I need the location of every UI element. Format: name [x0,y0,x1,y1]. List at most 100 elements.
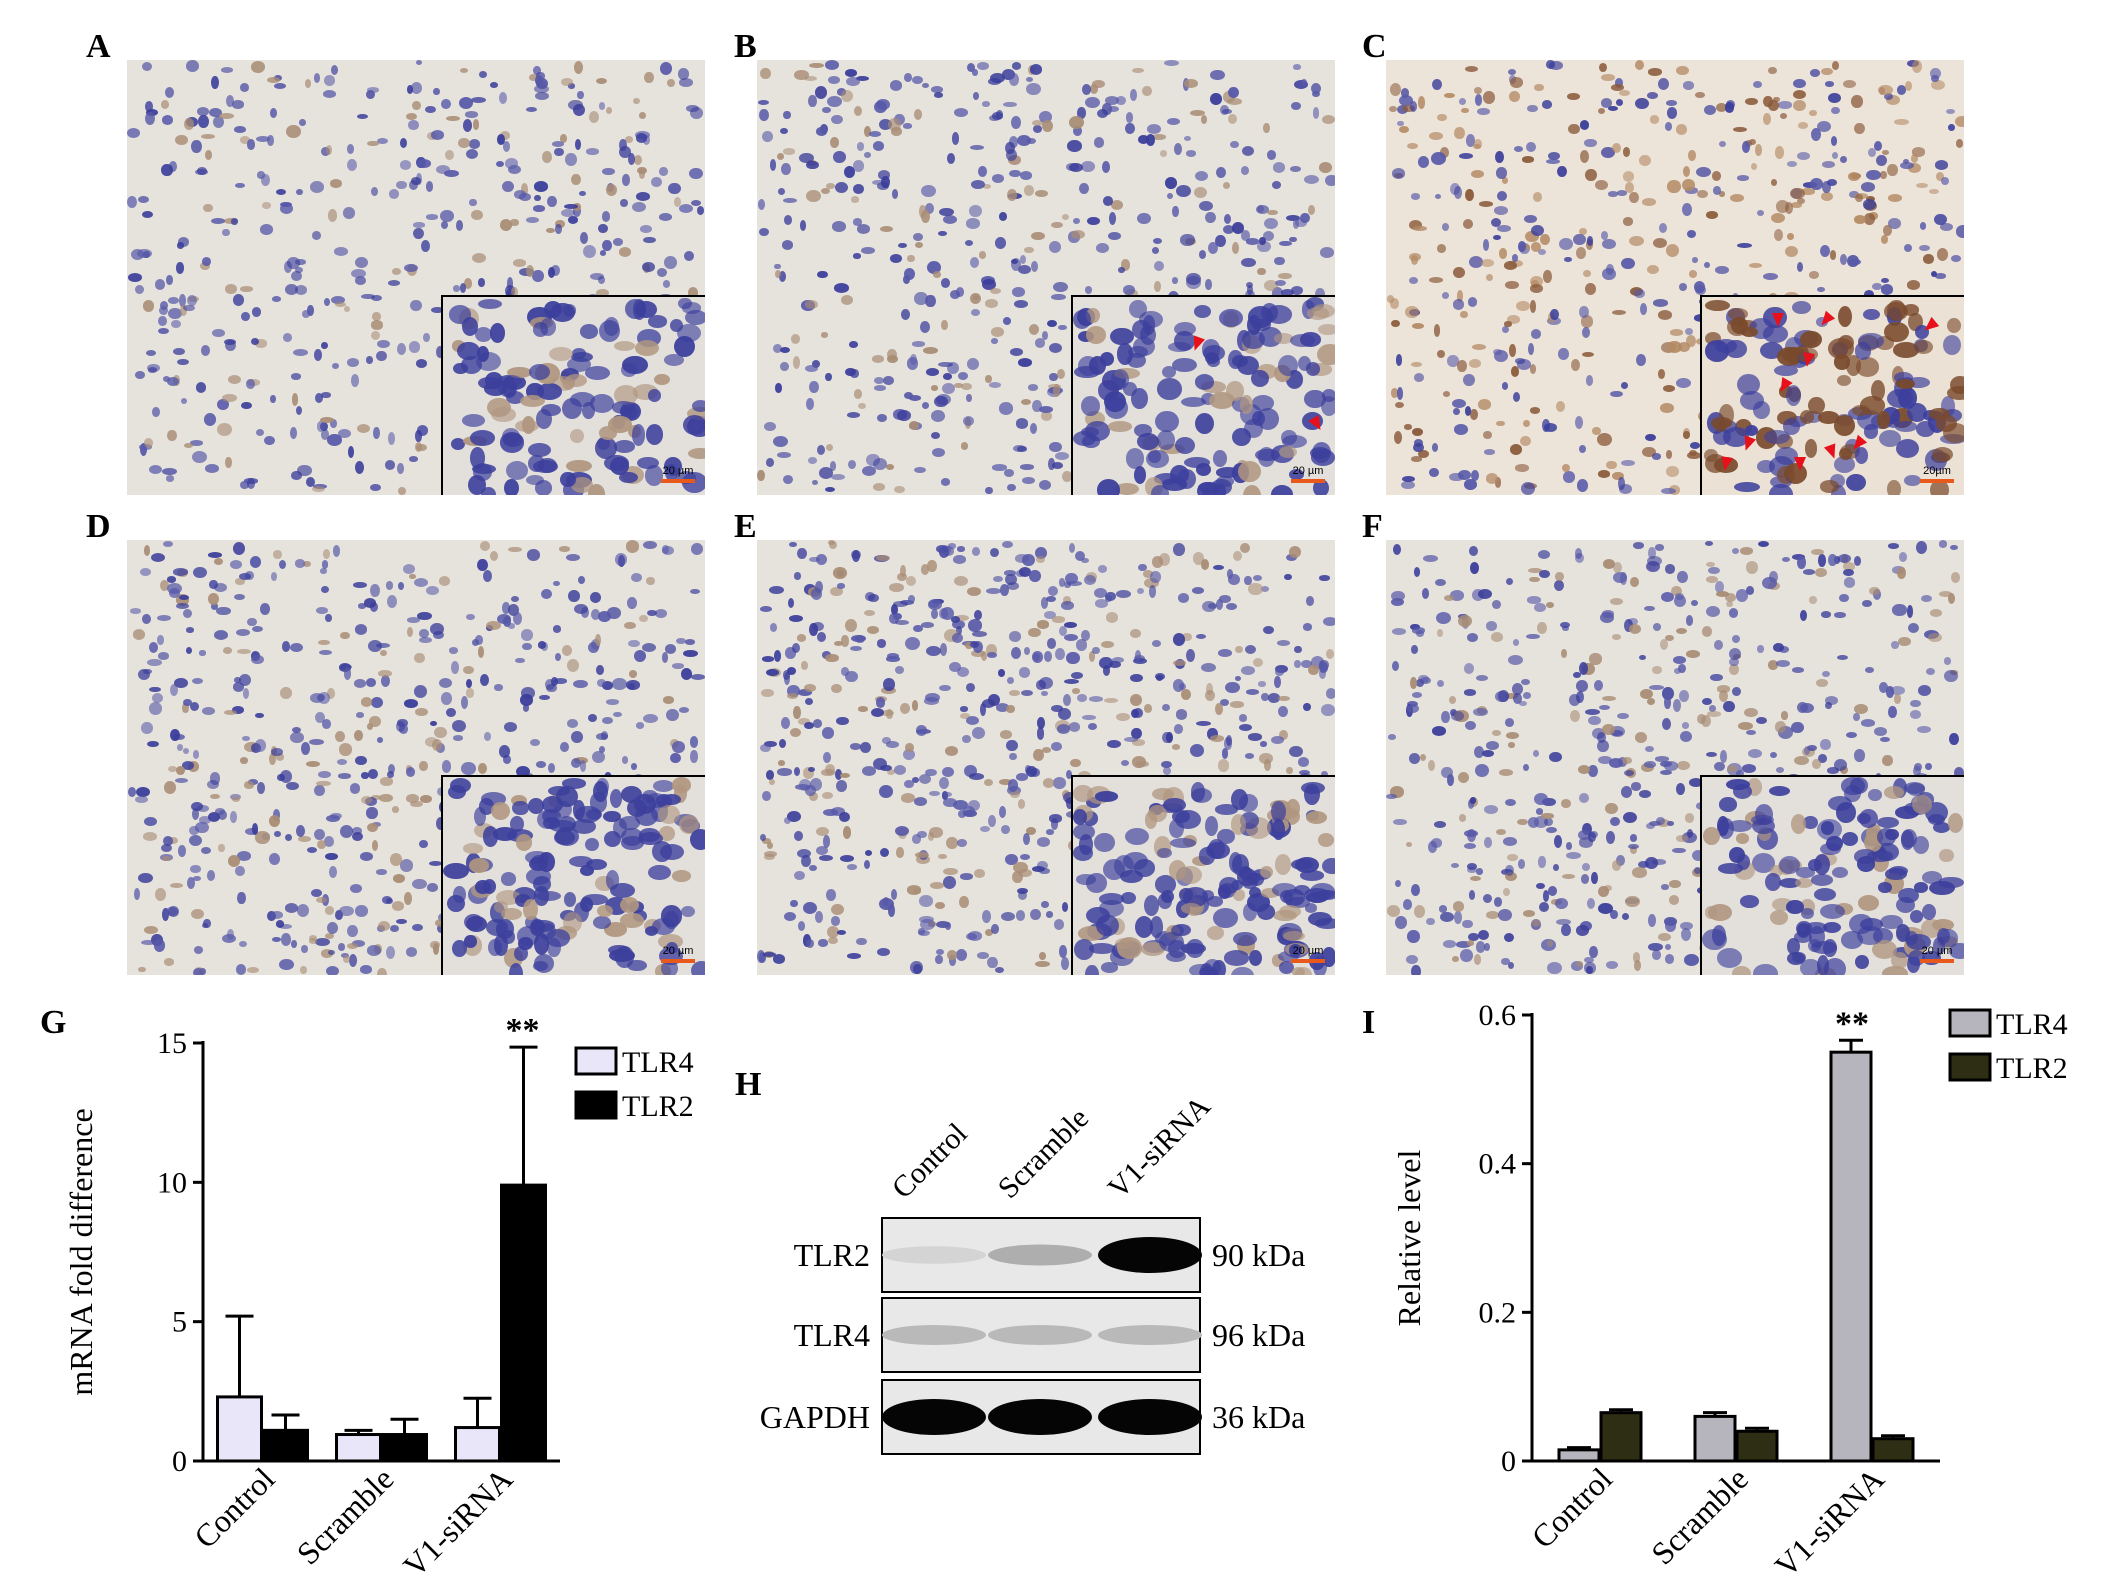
tissue-cell [1144,895,1160,917]
tissue-cell [1295,218,1307,227]
tissue-cell [1781,711,1788,720]
blot-band [882,1246,986,1264]
tissue-cell [452,719,467,732]
tissue-cell [1951,571,1961,583]
tissue-cell [1185,150,1197,157]
tissue-cell [957,371,969,380]
tissue-cell [318,770,332,779]
tissue-cell [1584,283,1596,296]
tissue-cell [939,208,954,217]
tissue-cell [499,745,510,759]
tissue-cell [1443,594,1455,602]
tissue-cell [217,399,230,411]
tissue-cell [620,913,644,929]
tissue-cell [1888,705,1897,719]
tissue-cell [547,937,561,957]
tissue-cell [1723,426,1749,448]
tissue-cell [1791,202,1803,208]
tissue-cell [1932,447,1954,463]
tissue-cell [207,780,220,790]
tissue-cell [760,743,771,752]
tissue-cell [1450,862,1460,868]
tissue-cell [1318,662,1328,673]
tissue-cell [931,609,938,620]
tissue-cell [1431,78,1443,91]
tissue-cell [639,614,649,622]
tissue-cell [931,431,941,439]
tissue-cell [847,864,858,870]
tissue-cell [1231,221,1244,234]
tissue-cell [639,168,646,179]
tissue-cell [1738,722,1753,730]
tissue-cell [431,307,444,314]
tissue-cell [1498,909,1512,922]
blot-band [882,1399,986,1435]
tissue-cell [1506,854,1518,861]
tissue-cell [1149,570,1162,583]
tissue-cell [280,687,293,700]
tissue-cell [1439,911,1454,923]
tissue-cell [1428,759,1436,771]
tissue-cell [204,149,212,160]
tissue-cell [998,669,1005,677]
tissue-cell [1834,612,1846,618]
tissue-cell [459,68,469,74]
tissue-cell [777,760,786,766]
tissue-cell [1691,600,1698,606]
tissue-cell [598,223,608,234]
tissue-cell [145,350,157,357]
tissue-cell [1452,398,1466,408]
tissue-cell [1056,724,1070,735]
tissue-cell [1573,234,1586,246]
tissue-cell [441,221,448,229]
tissue-cell [1084,96,1100,108]
tissue-cell [173,348,185,355]
tissue-cell [1462,919,1473,929]
tissue-cell [1306,811,1328,824]
tissue-cell [1792,99,1807,112]
tissue-cell [1505,732,1520,739]
tissue-cell [1085,326,1106,344]
tissue-cell [247,139,255,150]
tissue-cell [1419,753,1427,761]
tissue-cell [1554,572,1564,581]
tissue-cell [525,850,549,865]
tissue-cell [1285,767,1293,775]
tissue-cell [1533,792,1548,805]
tissue-cell [1042,777,1055,788]
tissue-cell [1563,471,1576,483]
tissue-cell [841,635,849,647]
tissue-cell [340,631,351,640]
tissue-cell [1622,217,1634,226]
tissue-cell [830,136,840,149]
tissue-cell [619,145,631,159]
tissue-cell [1811,128,1822,141]
panel-label-f: F [1362,508,1383,545]
tissue-cell [594,633,601,647]
blot-size-label: 36 kDa [1212,1399,1305,1435]
tissue-cell [1003,316,1012,325]
tissue-cell [1270,735,1285,745]
tissue-cell [250,61,265,73]
tissue-cell [1731,316,1749,334]
tissue-cell [1920,594,1932,602]
tissue-cell [1008,752,1017,761]
tissue-cell [1579,119,1590,130]
tissue-cell [1792,300,1811,314]
tissue-cell [972,631,988,638]
tissue-cell [311,485,326,493]
tissue-cell [334,247,349,256]
x-tick-label: Scramble [290,1460,401,1571]
tissue-cell [1837,553,1852,564]
tissue-cell [1305,361,1320,376]
tissue-cell [1588,946,1598,959]
tissue-cell [347,158,358,171]
tissue-cell [808,94,817,108]
tissue-cell [615,945,634,968]
tissue-cell [366,945,382,957]
tissue-cell [430,623,445,635]
tissue-cell [1431,726,1447,737]
tissue-cell [1621,382,1629,390]
tissue-cell [1183,79,1199,88]
tissue-cell [1069,543,1076,554]
